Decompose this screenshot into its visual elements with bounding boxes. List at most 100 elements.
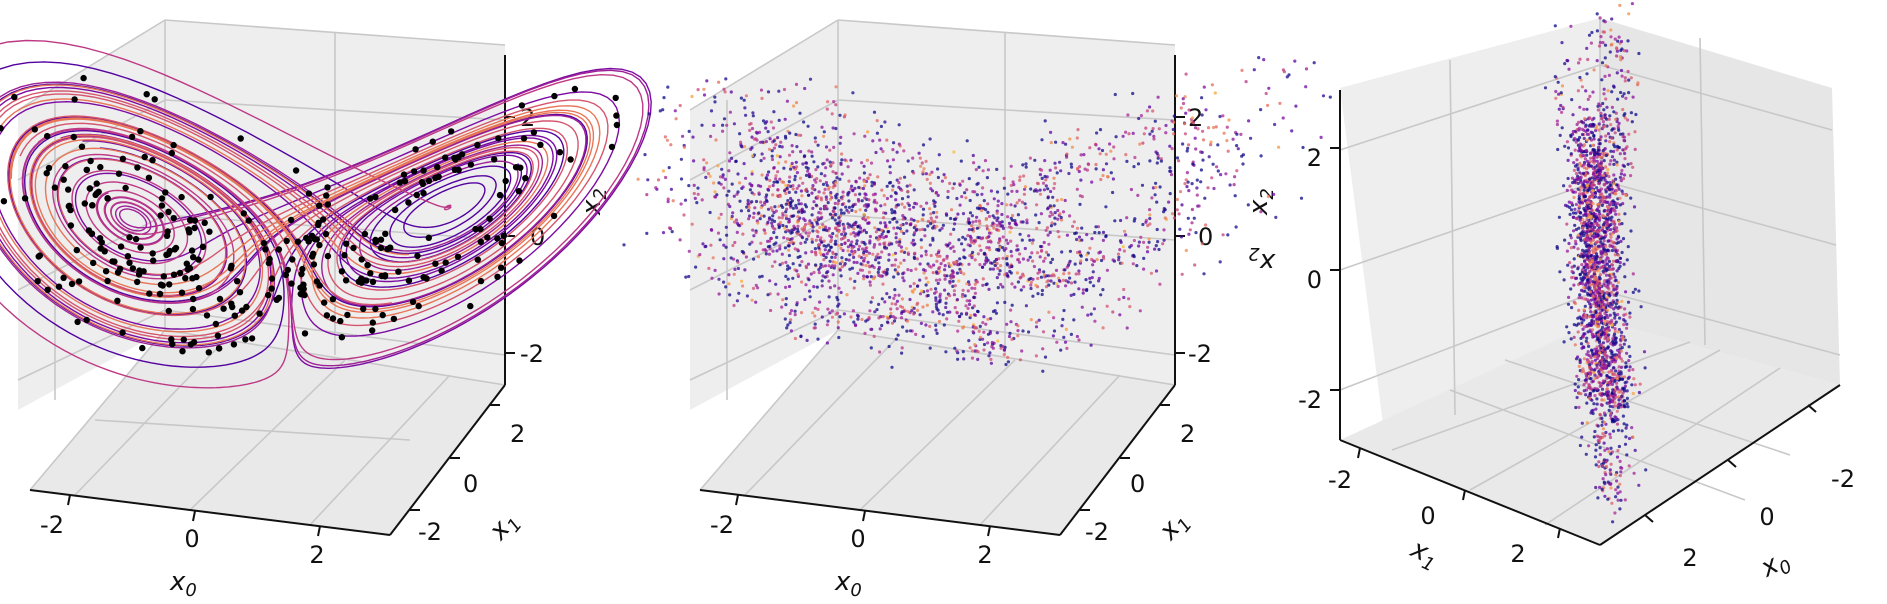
panel-3-y-axis (1339, 439, 1601, 546)
cloud-point (1600, 398, 1604, 402)
cloud-point (864, 208, 868, 212)
panel-3-z-tick-2: -2 (1298, 386, 1322, 414)
cloud-point (1571, 113, 1575, 117)
cloud-point (834, 234, 839, 238)
cloud-point (839, 246, 843, 250)
cloud-point (983, 262, 987, 266)
cloud-point (870, 264, 874, 268)
cloud-point (1075, 334, 1079, 339)
sample-point (170, 141, 177, 149)
cloud-point (818, 300, 822, 304)
cloud-point (905, 319, 910, 323)
cloud-point (1030, 241, 1034, 245)
cloud-point (831, 170, 835, 174)
cloud-point (1622, 49, 1626, 53)
cloud-point (783, 246, 788, 250)
sample-point (342, 277, 350, 284)
cloud-point (1597, 460, 1601, 464)
cloud-point (863, 331, 867, 335)
cloud-point (830, 309, 834, 313)
cloud-point (906, 159, 910, 163)
cloud-point (1081, 291, 1085, 295)
cloud-point (948, 281, 952, 285)
cloud-point (928, 346, 932, 350)
cloud-point (710, 276, 714, 280)
cloud-point (1184, 178, 1188, 182)
cloud-point (917, 151, 921, 155)
panel-3-x-tick-1: 0 (1759, 503, 1774, 531)
sample-point (377, 236, 385, 243)
cloud-point (1625, 322, 1629, 326)
cloud-point (1571, 132, 1575, 136)
cloud-point (1170, 119, 1174, 123)
cloud-point (714, 138, 718, 142)
cloud-point (1137, 240, 1141, 244)
cloud-point (1052, 204, 1056, 208)
cloud-point (857, 244, 862, 248)
cloud-point (1580, 421, 1584, 425)
cloud-point (1615, 422, 1620, 426)
cloud-point (723, 177, 728, 181)
cloud-point (956, 329, 960, 333)
panel-2-z-ticks: 2 0 -2 x2 (1175, 104, 1278, 368)
cloud-point (912, 255, 916, 259)
cloud-point (825, 158, 829, 162)
cloud-point (764, 140, 769, 144)
cloud-point (839, 274, 843, 278)
cloud-point (1277, 145, 1281, 149)
sample-point (75, 278, 83, 285)
cloud-point (1615, 298, 1619, 302)
panel-3-data (1543, 1, 1648, 524)
cloud-point (1615, 160, 1619, 164)
cloud-point (1599, 160, 1604, 164)
sample-point (165, 307, 172, 315)
cloud-point (1088, 246, 1092, 250)
cloud-point (889, 311, 893, 315)
cloud-point (1007, 221, 1012, 225)
cloud-point (769, 308, 773, 313)
cloud-point (825, 341, 830, 345)
cloud-point (1199, 150, 1203, 154)
cloud-point (1142, 132, 1146, 136)
cloud-point (803, 297, 807, 302)
sample-point (323, 192, 330, 199)
cloud-point (1608, 209, 1613, 213)
cloud-point (754, 199, 759, 204)
cloud-point (1576, 89, 1580, 93)
cloud-point (846, 238, 851, 243)
cloud-point (879, 221, 883, 225)
cloud-point (878, 327, 882, 331)
cloud-point (815, 177, 819, 181)
sample-point (158, 195, 166, 202)
cloud-point (1570, 188, 1574, 192)
cloud-point (1618, 132, 1623, 136)
cloud-point (1627, 375, 1631, 379)
cloud-point (830, 112, 834, 116)
cloud-point (1075, 226, 1080, 230)
cloud-point (929, 222, 933, 226)
cloud-point (928, 137, 932, 141)
cloud-point (1581, 248, 1585, 252)
sample-point (134, 164, 141, 171)
sample-point (128, 133, 136, 141)
cloud-point (848, 277, 853, 281)
cloud-point (1598, 413, 1602, 417)
cloud-point (1161, 242, 1165, 246)
sample-point (537, 141, 544, 148)
cloud-point (1611, 366, 1616, 370)
cloud-point (1572, 335, 1576, 339)
cloud-point (1602, 296, 1606, 300)
cloud-point (721, 129, 725, 133)
cloud-point (979, 237, 984, 241)
cloud-point (987, 228, 991, 232)
cloud-point (912, 218, 916, 222)
cloud-point (1132, 255, 1136, 259)
cloud-point (827, 187, 831, 191)
cloud-point (1594, 448, 1598, 452)
cloud-point (1601, 427, 1605, 431)
cloud-point (1192, 216, 1196, 220)
cloud-point (883, 221, 887, 225)
cloud-point (988, 267, 993, 271)
cloud-point (662, 96, 666, 100)
cloud-point (913, 287, 917, 291)
